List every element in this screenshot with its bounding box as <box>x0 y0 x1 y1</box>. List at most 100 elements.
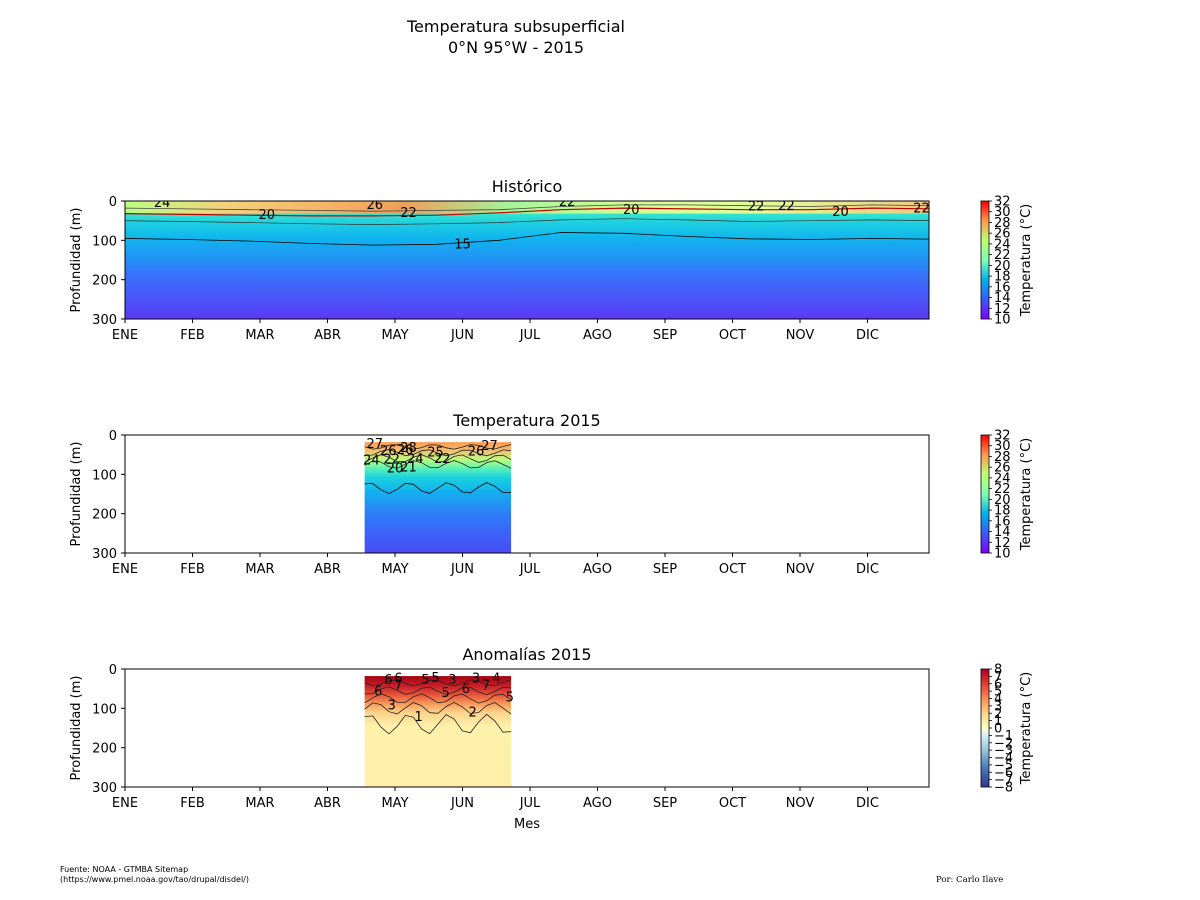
contour-line <box>125 204 929 212</box>
x-tick-label: MAY <box>381 562 408 577</box>
contour-line <box>364 460 512 469</box>
colorbar-tick-label: 16 <box>994 280 1011 295</box>
contour-label: 20 <box>623 203 640 218</box>
colorbar-tick-label: 6 <box>994 677 1002 692</box>
contour-label: 24 <box>407 452 424 467</box>
colorbar-tick-label: −5 <box>994 758 1013 773</box>
contour-line <box>125 207 929 217</box>
x-tick-label: NOV <box>786 562 815 577</box>
contour-label: 22 <box>748 200 765 215</box>
colorbar-tick-label: −1 <box>994 729 1013 744</box>
y-tick-label: 300 <box>92 781 117 796</box>
y-tick-label: 300 <box>92 313 117 328</box>
colorbar-tick-label: 26 <box>994 227 1011 242</box>
colorbar-tick-label: 32 <box>994 195 1011 210</box>
x-tick-label: SEP <box>653 796 677 811</box>
colorbar-tick-label: 32 <box>994 429 1011 444</box>
contour-label: 7 <box>482 679 490 694</box>
figure-subtitle: 0°N 95°W - 2015 <box>448 38 584 57</box>
contour-label: 20 <box>832 205 849 220</box>
heatmap-field <box>364 442 512 553</box>
source-credit: Fuente: NOAA - GTMBA Sitemap <box>60 865 188 874</box>
plot-frame <box>124 200 930 320</box>
colorbar-tick-label: −3 <box>994 744 1013 759</box>
contour-line <box>364 679 512 687</box>
colorbar-tick-label: 8 <box>994 663 1002 678</box>
colorbar-tick-label: 2 <box>994 707 1002 722</box>
y-axis-label: Profundidad (m) <box>69 676 84 781</box>
colorbar-tick-label: 4 <box>994 692 1002 707</box>
plot-frame <box>124 434 930 554</box>
x-tick-label: JUN <box>450 328 474 343</box>
colorbar-tick-label: 10 <box>994 313 1011 328</box>
y-tick-label: 100 <box>92 702 117 717</box>
x-tick-label: ENE <box>112 328 138 343</box>
colorbar-label: Temperatura (°C) <box>1019 672 1034 785</box>
panel-title: Anomalías 2015 <box>462 645 591 664</box>
colorbar-tick-label: 16 <box>994 514 1011 529</box>
contour-label: 5 <box>441 686 449 701</box>
contour-label: 25 <box>427 446 444 461</box>
contour-label: 22 <box>559 195 576 210</box>
contour-label: 22 <box>383 453 400 468</box>
heatmap-depth-band <box>125 201 929 319</box>
x-tick-label: ABR <box>314 562 341 577</box>
x-tick-label: MAR <box>245 328 274 343</box>
contour-label: 6 <box>384 673 392 688</box>
colorbar-tick-label: 18 <box>994 504 1011 519</box>
panel-title: Histórico <box>492 177 562 196</box>
contour-label: 5 <box>431 671 439 686</box>
x-tick-label: AGO <box>583 796 612 811</box>
figure-title: Temperatura subsuperficial <box>406 17 625 36</box>
y-tick-label: 300 <box>92 547 117 562</box>
contour-label: 15 <box>454 237 471 252</box>
x-axis-label: Mes <box>514 817 540 832</box>
contour-label: 26 <box>397 443 414 458</box>
y-tick-label: 100 <box>92 234 117 249</box>
y-tick-label: 0 <box>109 195 117 210</box>
contour-label: 3 <box>448 673 456 688</box>
contour-label: 3 <box>387 698 395 713</box>
contour-label: 22 <box>778 199 795 214</box>
colorbar-tick-label: −6 <box>994 766 1013 781</box>
y-axis-label: Profundidad (m) <box>69 442 84 547</box>
y-tick-label: 0 <box>109 663 117 678</box>
colorbar-tick-label: 12 <box>994 302 1011 317</box>
x-tick-label: NOV <box>786 328 815 343</box>
colorbar-tick-label: 1 <box>994 714 1002 729</box>
author-credit: Por: Carlo Ilave <box>936 875 1003 885</box>
x-tick-label: FEB <box>180 328 205 343</box>
colorbar-tick-label: 22 <box>994 248 1011 263</box>
x-tick-label: FEB <box>180 796 205 811</box>
contour-label: 20 <box>258 208 275 223</box>
colorbar-tick-label: 3 <box>994 699 1002 714</box>
x-tick-label: ENE <box>112 796 138 811</box>
x-tick-label: JUL <box>519 328 541 343</box>
contour-label: 21 <box>400 460 417 475</box>
colorbar <box>980 668 990 788</box>
contour-line <box>364 454 512 463</box>
contour-line <box>364 444 512 450</box>
contour-label: 6 <box>462 682 470 697</box>
colorbar-tick-label: 5 <box>994 685 1002 700</box>
contour-label: 1 <box>414 710 422 725</box>
plot-frame <box>124 668 930 788</box>
x-tick-label: DIC <box>856 562 879 577</box>
colorbar-label: Temperatura (°C) <box>1019 204 1034 317</box>
heatmap-field <box>364 676 512 787</box>
contour-label: 22 <box>434 452 451 467</box>
contour-label: 5 <box>421 673 429 688</box>
colorbar-tick-label: 14 <box>994 525 1011 540</box>
heatmap-field <box>125 201 929 319</box>
x-tick-label: AGO <box>583 562 612 577</box>
x-tick-label: ABR <box>314 328 341 343</box>
contour-label: 27 <box>481 439 498 454</box>
colorbar-label: Temperatura (°C) <box>1019 438 1034 551</box>
x-tick-label: OCT <box>719 562 746 577</box>
colorbar-tick-label: 12 <box>994 536 1011 551</box>
contour-label: 26 <box>468 445 485 460</box>
contour-label: 26 <box>380 444 397 459</box>
colorbar <box>980 434 990 554</box>
colorbar-tick-label: 28 <box>994 450 1011 465</box>
